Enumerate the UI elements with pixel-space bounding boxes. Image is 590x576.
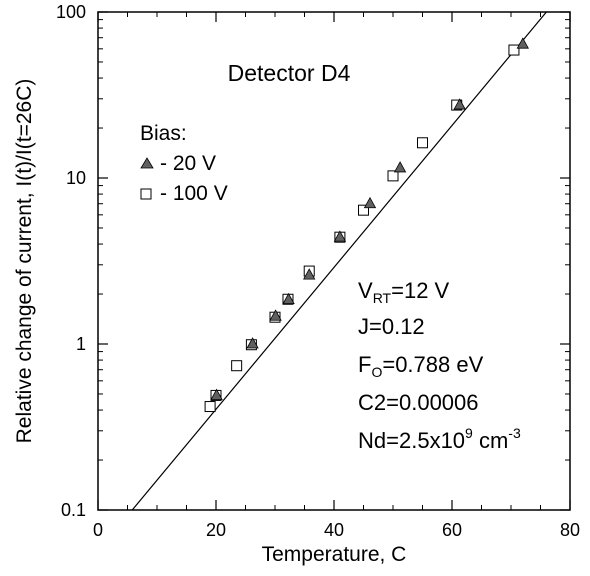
legend-square-icon xyxy=(140,188,152,200)
c2-main: C xyxy=(358,390,374,415)
fo-main: F xyxy=(358,352,371,377)
nd-mid: =2.5x10 xyxy=(386,428,465,453)
c2-sub: 2 xyxy=(374,390,386,415)
x-tick-label: 20 xyxy=(206,520,226,540)
square-marker xyxy=(358,204,369,216)
nd-sub: d xyxy=(374,428,386,453)
legend: Bias: - 20 V - 100 V xyxy=(140,122,228,205)
triangle-marker xyxy=(246,337,259,349)
square-marker xyxy=(387,170,399,182)
triangle-marker xyxy=(453,98,466,110)
x-axis-label: Temperature, C xyxy=(262,543,407,566)
x-tick-label: 60 xyxy=(442,520,462,540)
c2-rest: =0.00006 xyxy=(386,390,478,415)
nd-unit: cm xyxy=(473,428,508,453)
annotation-nd: Nd=2.5x109 cm-3 xyxy=(358,425,521,453)
triangle-marker xyxy=(269,309,282,321)
square-marker xyxy=(231,360,243,372)
square-marker xyxy=(204,401,216,413)
x-tick-label: 40 xyxy=(324,520,344,540)
annotation-j: J=0.12 xyxy=(358,314,425,339)
square-marker xyxy=(417,137,428,149)
triangle-marker xyxy=(393,161,407,173)
tick-labels: 0 20 40 60 80 0.1 1 10 100 xyxy=(56,2,580,540)
triangle-marker xyxy=(282,292,295,305)
y-tick-label: 100 xyxy=(56,2,86,22)
triangle-marker xyxy=(363,196,377,209)
nd-main: N xyxy=(358,428,374,453)
triangle-marker xyxy=(210,388,223,400)
y-tick-label: 1 xyxy=(76,334,86,354)
vrt-rest: =12 V xyxy=(391,278,449,303)
annotation-fo: FO=0.788 eV xyxy=(358,352,484,380)
parameter-annotations: VRT=12 V J=0.12 FO=0.788 eV C2=0.00006 N… xyxy=(358,278,521,453)
chart-title: Detector D4 xyxy=(228,60,351,86)
x-tick-label: 80 xyxy=(560,520,580,540)
triangle-marker xyxy=(516,37,529,49)
triangle-marker xyxy=(303,268,316,280)
vrt-sub: RT xyxy=(373,290,392,306)
annotation-c2: C2=0.00006 xyxy=(358,390,479,415)
legend-title: Bias: xyxy=(140,122,187,145)
nd-sup2: -3 xyxy=(508,425,521,441)
legend-entry-100v: - 100 V xyxy=(160,182,228,205)
nd-sup: 9 xyxy=(465,425,473,441)
legend-triangle-icon xyxy=(140,157,154,169)
data-markers xyxy=(204,37,529,413)
fo-rest: =0.788 eV xyxy=(382,352,483,377)
vrt-main: V xyxy=(358,278,373,303)
legend-entry-20v: - 20 V xyxy=(160,152,216,175)
fit-line xyxy=(131,11,547,511)
fo-sub: O xyxy=(371,364,382,380)
triangle-marker xyxy=(333,230,347,242)
ticks xyxy=(97,11,571,511)
x-tick-label: 0 xyxy=(93,520,103,540)
square-marker xyxy=(508,44,520,56)
annotation-vrt: VRT=12 V xyxy=(358,278,450,306)
y-axis-label: Relative change of current, I(t)/I(t=26C… xyxy=(13,79,36,444)
y-tick-label: 10 xyxy=(66,168,86,188)
y-tick-label: 0.1 xyxy=(61,500,86,520)
